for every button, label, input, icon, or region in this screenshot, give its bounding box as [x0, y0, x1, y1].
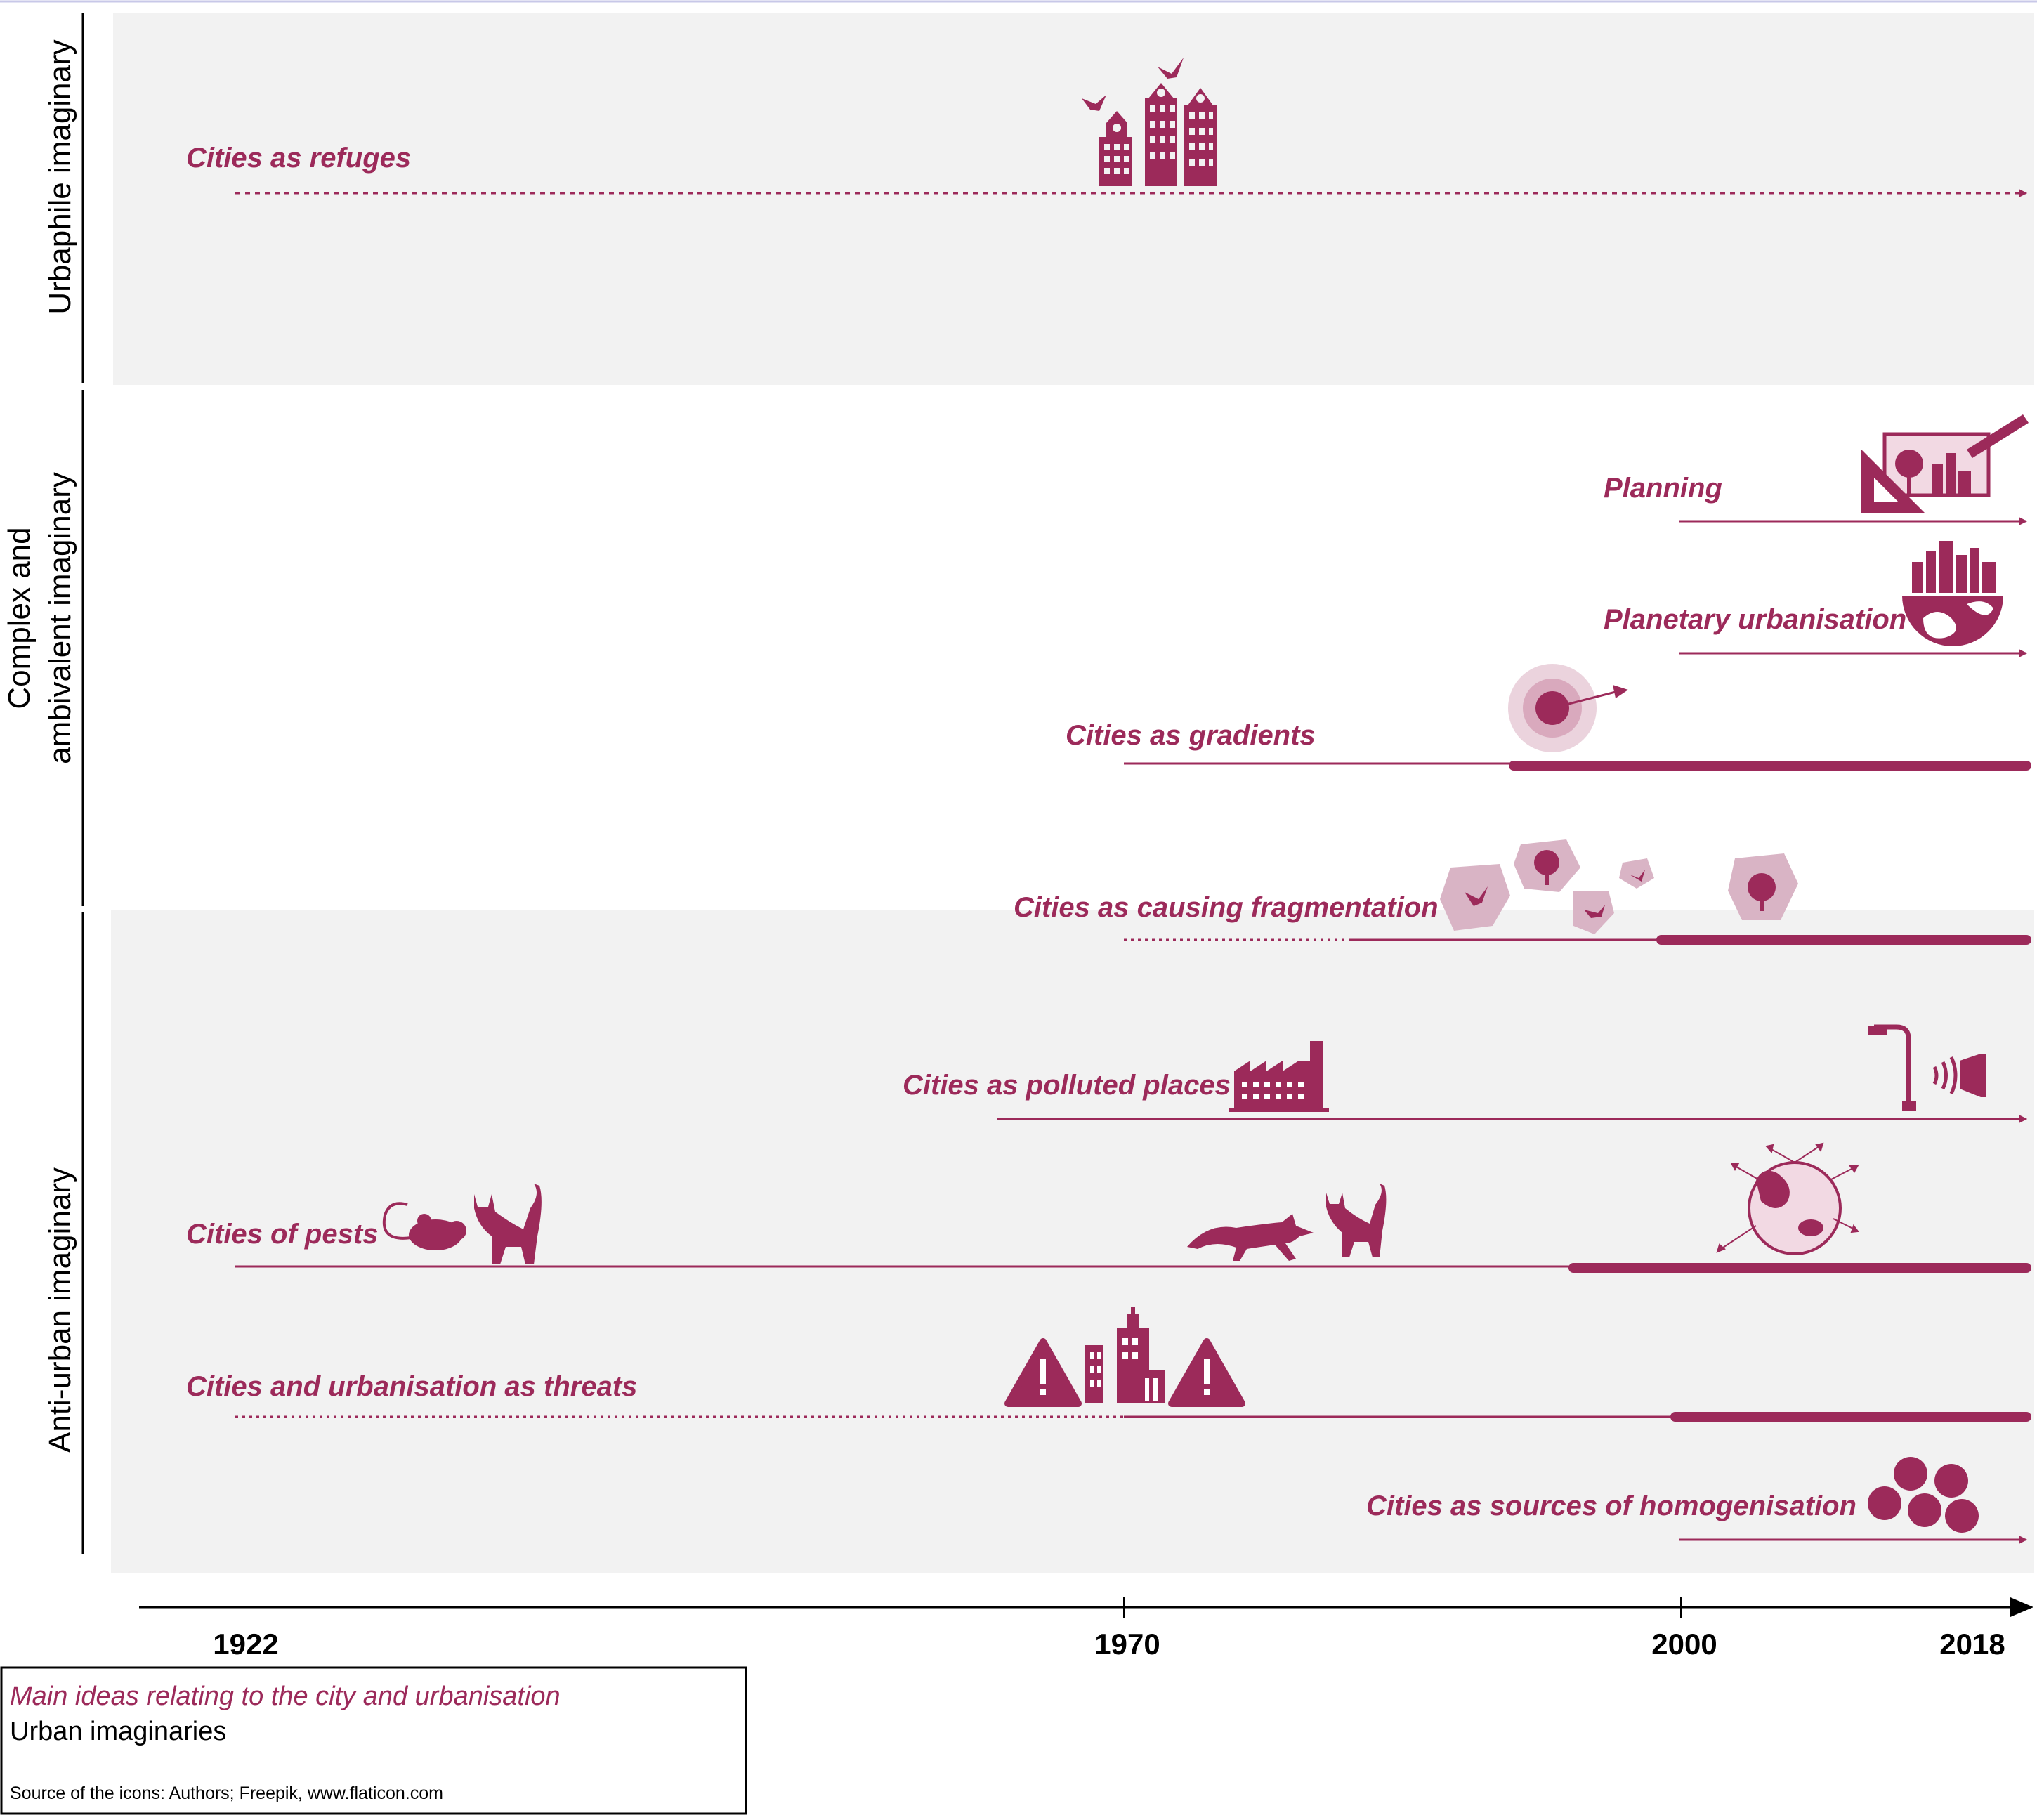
idea-fragmentation: Cities as causing fragmentation: [1014, 892, 1439, 923]
cat-icon: [474, 1184, 542, 1264]
fox-icon: [1187, 1214, 1314, 1261]
warning-icon-2: [1168, 1338, 1245, 1407]
time-axis-arrowhead: [2010, 1597, 2033, 1617]
idea-planetary: Planetary urbanisation: [1604, 604, 1906, 635]
planning-board-icon: [1861, 414, 2029, 513]
legend-source: Source of the icons: Authors; Freepik, w…: [10, 1783, 443, 1803]
urbaphile-band: [113, 13, 2034, 385]
cat-icon-2: [1326, 1184, 1387, 1257]
idea-homogenisation: Cities as sources of homogenisation: [1366, 1491, 1856, 1521]
bird-house-buildings-icon: [1082, 58, 1217, 186]
tick-label-2018: 2018: [1939, 1628, 2005, 1661]
complex-label-line1: Complex and: [2, 527, 37, 709]
globe-city-icon: [1902, 541, 2003, 646]
legend-box: [0, 1666, 747, 1815]
legend-ideas-label: Main ideas relating to the city and urba…: [10, 1682, 561, 1711]
idea-threats: Cities and urbanisation as threats: [186, 1371, 637, 1402]
idea-polluted: Cities as polluted places: [903, 1070, 1231, 1101]
gradient-target-icon: [1508, 664, 1628, 752]
idea-planning: Planning: [1604, 473, 1722, 504]
invasive-species-globe-icon: [1716, 1142, 1859, 1255]
idea-refuges: Cities as refuges: [186, 143, 411, 174]
tick-label-1970: 1970: [1094, 1628, 1160, 1661]
idea-pests: Cities of pests: [186, 1219, 378, 1250]
rat-icon: [382, 1202, 466, 1250]
speaker-noise-icon: [1932, 1054, 1986, 1097]
legend-imaginaries-label: Urban imaginaries: [10, 1717, 226, 1746]
habitat-patches-icon: [1440, 839, 1798, 934]
streetlight-icon: [1868, 1024, 1916, 1111]
homogenisation-dots-icon: [1868, 1457, 1979, 1533]
city-skyline-icon: [1085, 1307, 1165, 1403]
tick-label-2000: 2000: [1651, 1628, 1717, 1661]
idea-gradients: Cities as gradients: [1066, 720, 1316, 751]
anti-urban-band: [111, 910, 2034, 1573]
factory-icon: [1229, 1041, 1329, 1112]
warning-icon: [1004, 1338, 1082, 1407]
complex-label-line2: ambivalent imaginary: [43, 472, 77, 764]
tick-label-1922: 1922: [213, 1628, 278, 1661]
anti-urban-label: Anti-urban imaginary: [43, 1167, 77, 1453]
urbaphile-label: Urbaphile imaginary: [43, 39, 77, 314]
